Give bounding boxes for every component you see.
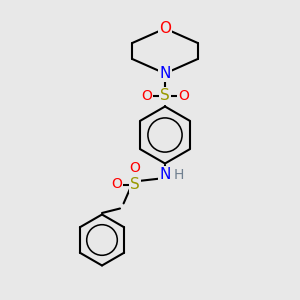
Text: O: O [130,161,140,175]
Text: O: O [141,89,152,103]
Text: S: S [160,88,170,104]
Text: O: O [178,89,189,103]
Text: N: N [159,66,171,81]
Text: O: O [159,21,171,36]
Text: H: H [173,168,184,182]
Text: O: O [111,178,122,191]
Text: S: S [130,177,140,192]
Text: N: N [159,167,171,182]
